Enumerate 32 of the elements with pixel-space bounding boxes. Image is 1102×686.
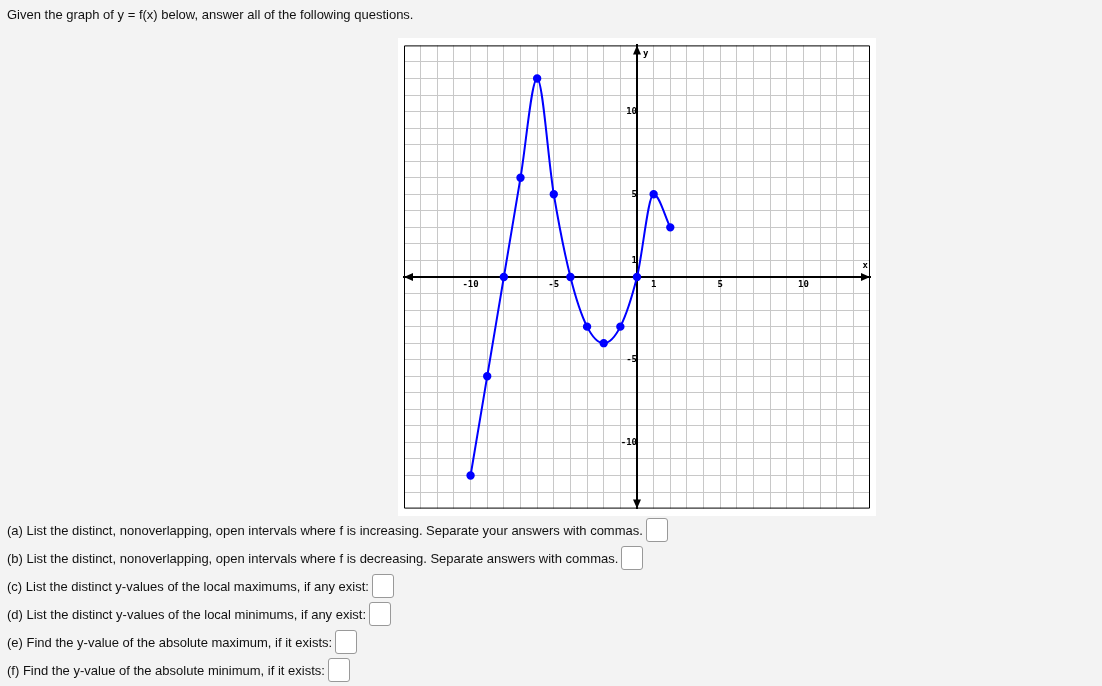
x-tick-label: 10: [798, 278, 809, 289]
point: [632, 272, 642, 282]
y-axis-title: y: [643, 47, 649, 58]
text: (d) List the distinct y-values of the local minimums, if any exist:: [7, 606, 367, 622]
text: (e) Find the y-value of the absolute maximum, if it exists:: [7, 634, 333, 650]
y-tick-label: -5: [626, 354, 637, 365]
point: [499, 272, 509, 282]
point: [649, 190, 658, 199]
point: [532, 74, 542, 83]
point: [666, 223, 675, 232]
y-tick-label: 10: [626, 105, 637, 116]
y-tick-label: 5: [631, 188, 637, 199]
point: [466, 471, 475, 480]
y-tick-label: -10: [620, 436, 637, 447]
point: [599, 338, 608, 348]
x-tick-label: -5: [548, 278, 560, 289]
text: (f) Find the y-value of the absolute minimum, if it exists:: [7, 662, 325, 678]
x-axis-title: x: [862, 260, 869, 271]
x-tick-label: 1: [650, 278, 657, 289]
point: [566, 272, 575, 282]
x-tick-label: -10: [462, 278, 479, 289]
y-tick-label: 1: [631, 254, 637, 265]
point: [516, 173, 525, 182]
text: (b) List the distinct, nonoverlapping, open intervals where f is decreasing. Separate answers with commas.: [7, 550, 619, 566]
text: Given the graph of y = f(x) below, answer all of the following questions.: [7, 7, 414, 22]
point: [582, 322, 592, 331]
text: (a) List the distinct, nonoverlapping, open intervals where f is increasing. Separate your answers with commas.: [7, 522, 643, 538]
point: [483, 372, 492, 381]
x-tick-label: 5: [717, 278, 723, 289]
point: [616, 322, 625, 331]
point: [549, 190, 558, 199]
text: (c) List the distinct y-values of the local maximums, if any exist:: [7, 578, 369, 594]
